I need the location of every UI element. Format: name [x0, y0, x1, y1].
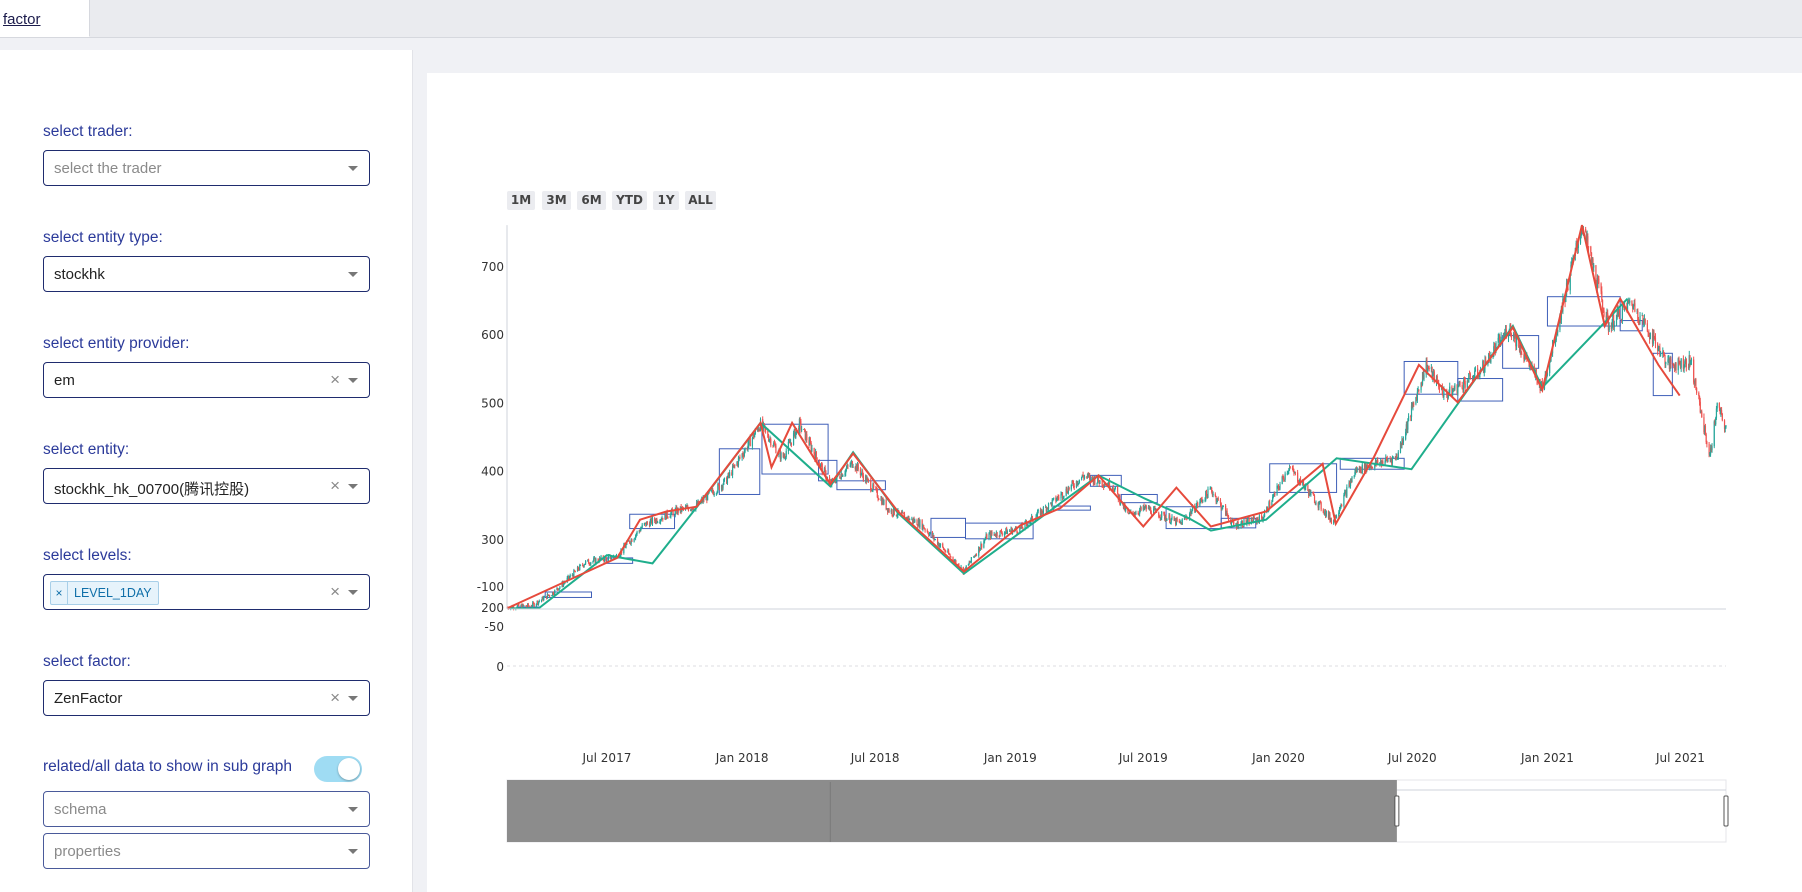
levels-multiselect[interactable]: × LEVEL_1DAY × — [43, 574, 370, 610]
range-1m-button[interactable]: 1M — [507, 191, 535, 210]
schema-dropdown[interactable]: schema — [43, 791, 370, 827]
tab-factor-label: factor — [3, 11, 41, 28]
subgraph-toggle[interactable] — [314, 756, 362, 782]
factor-label: select factor: — [43, 653, 131, 670]
chevron-down-icon[interactable] — [348, 696, 358, 701]
chevron-down-icon[interactable] — [348, 378, 358, 383]
chevron-down-icon[interactable] — [348, 849, 358, 854]
range-6m-button[interactable]: 6M — [577, 191, 606, 210]
range-3m-button[interactable]: 3M — [542, 191, 571, 210]
trader-dropdown[interactable]: select the trader — [43, 150, 370, 186]
remove-chip-icon[interactable]: × — [51, 582, 68, 604]
toggle-knob — [338, 758, 360, 780]
entity-value: stockhk_hk_00700(腾讯控股) — [54, 481, 250, 498]
chevron-down-icon[interactable] — [348, 272, 358, 277]
factor-dropdown[interactable]: ZenFactor × — [43, 680, 370, 716]
trader-placeholder: select the trader — [54, 160, 162, 177]
entity-type-value: stockhk — [54, 266, 105, 283]
entity-type-label: select entity type: — [43, 229, 163, 246]
subgraph-toggle-label: related/all data to show in sub graph — [43, 758, 293, 775]
factor-value: ZenFactor — [54, 690, 123, 707]
entity-provider-label: select entity provider: — [43, 335, 190, 352]
trader-label: select trader: — [43, 123, 133, 140]
properties-placeholder: properties — [54, 843, 121, 860]
chevron-down-icon[interactable] — [348, 590, 358, 595]
range-ytd-button[interactable]: YTD — [612, 191, 647, 210]
entity-label: select entity: — [43, 441, 130, 458]
chevron-down-icon[interactable] — [348, 166, 358, 171]
entity-provider-dropdown[interactable]: em × — [43, 362, 370, 398]
level-chip-label: LEVEL_1DAY — [74, 586, 152, 600]
level-chip: × LEVEL_1DAY — [50, 581, 159, 605]
entity-dropdown[interactable]: stockhk_hk_00700(腾讯控股) × — [43, 468, 370, 504]
close-icon[interactable]: × — [330, 370, 340, 389]
close-icon[interactable]: × — [330, 688, 340, 707]
close-icon[interactable]: × — [330, 582, 340, 601]
tab-factor[interactable]: factor — [0, 0, 90, 37]
sidebar: select trader: select the trader select … — [0, 50, 413, 892]
close-icon[interactable]: × — [330, 476, 340, 495]
chevron-down-icon[interactable] — [348, 484, 358, 489]
entity-provider-value: em — [54, 372, 75, 389]
range-1y-button[interactable]: 1Y — [653, 191, 679, 210]
chevron-down-icon[interactable] — [348, 807, 358, 812]
schema-placeholder: schema — [54, 801, 107, 818]
tab-bar: factor — [0, 0, 1802, 38]
range-all-button[interactable]: ALL — [685, 191, 716, 210]
levels-label: select levels: — [43, 547, 132, 564]
properties-dropdown[interactable]: properties — [43, 833, 370, 869]
entity-type-dropdown[interactable]: stockhk — [43, 256, 370, 292]
